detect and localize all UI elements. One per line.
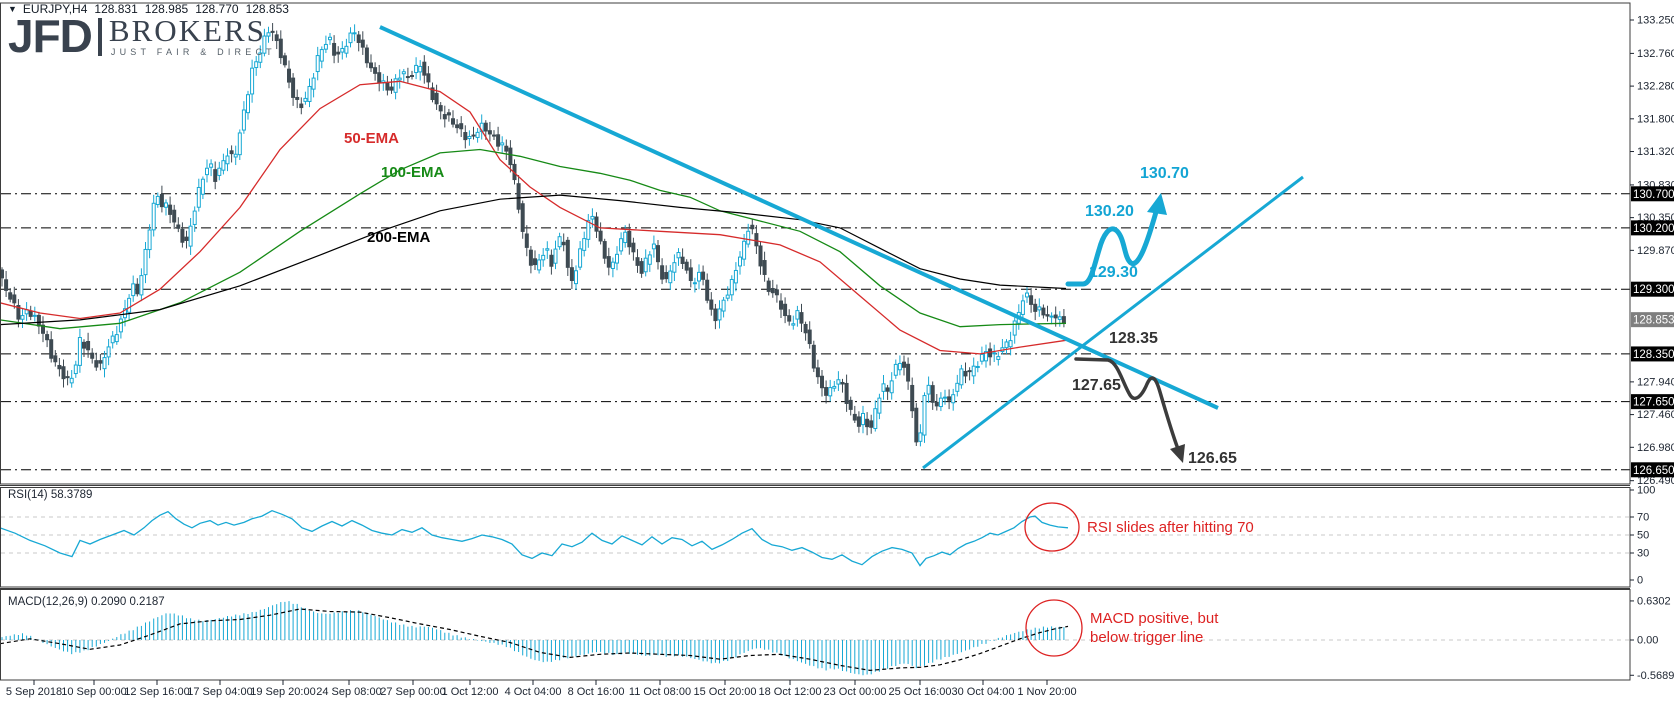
svg-text:129.870: 129.870 — [1637, 245, 1674, 257]
svg-text:19 Sep 20:00: 19 Sep 20:00 — [250, 686, 315, 698]
ohlc-close: 128.853 — [245, 2, 289, 16]
svg-text:132.760: 132.760 — [1637, 48, 1674, 60]
svg-text:131.800: 131.800 — [1637, 113, 1674, 125]
svg-text:130.200: 130.200 — [1633, 223, 1674, 235]
macd-plot — [0, 599, 1083, 676]
logo-divider — [97, 18, 102, 56]
ascending-trendline — [922, 175, 1304, 470]
svg-text:50: 50 — [1637, 530, 1649, 542]
macd-signal-line — [0, 608, 1069, 672]
projection-level-label-129-30: 129.30 — [1089, 264, 1138, 281]
100-ema-label: 100-EMA — [381, 164, 445, 181]
svg-text:126.490: 126.490 — [1637, 475, 1674, 487]
svg-text:100: 100 — [1637, 485, 1655, 497]
indicator-gridlines — [1, 516, 1630, 641]
panel-borders — [0, 2, 1631, 681]
macd-annotation-text: MACD positive, but below trigger line — [1090, 609, 1218, 647]
svg-text:130.700: 130.700 — [1633, 189, 1674, 201]
rsi-highlight-circle — [1024, 502, 1080, 552]
support-resistance-lines — [1, 193, 1630, 471]
symbol-dropdown-icon[interactable]: ▼ — [8, 4, 17, 14]
svg-text:24 Sep 08:00: 24 Sep 08:00 — [316, 686, 381, 698]
svg-text:129.300: 129.300 — [1633, 284, 1674, 296]
svg-text:132.280: 132.280 — [1637, 81, 1674, 93]
svg-text:4 Oct 04:00: 4 Oct 04:00 — [505, 686, 562, 698]
svg-text:27 Sep 00:00: 27 Sep 00:00 — [380, 686, 445, 698]
svg-text:128.350: 128.350 — [1633, 349, 1674, 361]
chart-header: ▼ EURJPY,H4 128.831 128.985 128.770 128.853 — [8, 2, 296, 16]
svg-text:17 Sep 04:00: 17 Sep 04:00 — [187, 686, 252, 698]
svg-text:8 Oct 16:00: 8 Oct 16:00 — [568, 686, 625, 698]
200-ema-label: 200-EMA — [367, 229, 431, 246]
svg-text:25 Oct 16:00: 25 Oct 16:00 — [889, 686, 952, 698]
svg-text:0: 0 — [1637, 575, 1643, 587]
rsi-annotation-text: RSI slides after hitting 70 — [1087, 519, 1254, 536]
price-axis: 133.250132.760132.280131.800131.320130.8… — [1630, 15, 1674, 682]
rsi-line — [0, 509, 1069, 567]
svg-text:126.650: 126.650 — [1633, 465, 1674, 477]
symbol-timeframe-label: EURJPY,H4 — [22, 2, 88, 16]
logo-tagline: JUST FAIR & DIRECT — [110, 47, 276, 57]
rsi-indicator-label: RSI(14) 58.3789 — [8, 489, 93, 501]
svg-text:30 Oct 04:00: 30 Oct 04:00 — [952, 686, 1015, 698]
svg-text:1 Oct 12:00: 1 Oct 12:00 — [442, 686, 499, 698]
projection-level-label-130-20: 130.20 — [1085, 203, 1134, 220]
ohlc-low: 128.770 — [195, 2, 239, 16]
svg-text:131.320: 131.320 — [1637, 146, 1674, 158]
macd-annotation-line1: MACD positive, but — [1090, 610, 1219, 627]
trendlines — [379, 25, 1304, 470]
logo-brokers-text: BROKERS — [108, 13, 266, 48]
svg-text:23 Oct 00:00: 23 Oct 00:00 — [824, 686, 887, 698]
projection-level-label-127-65: 127.65 — [1072, 377, 1121, 394]
bullish-projection-arrow-head — [1147, 193, 1167, 215]
svg-text:128.853: 128.853 — [1633, 315, 1674, 327]
projection-level-label-130-70: 130.70 — [1140, 165, 1189, 182]
200-ema-line — [0, 194, 1067, 326]
svg-text:30: 30 — [1637, 548, 1649, 560]
svg-text:-0.5689: -0.5689 — [1637, 670, 1674, 682]
50-ema-line — [0, 80, 1067, 355]
svg-text:11 Oct 08:00: 11 Oct 08:00 — [629, 686, 691, 698]
ohlc-high: 128.985 — [144, 2, 189, 16]
svg-text:126.980: 126.980 — [1637, 442, 1674, 454]
svg-text:15 Oct 20:00: 15 Oct 20:00 — [694, 686, 757, 698]
broker-logo: JFD BROKERS JUST FAIR & DIRECT — [8, 10, 276, 62]
50-ema-label: 50-EMA — [344, 130, 400, 147]
projection-level-label-126-65: 126.65 — [1188, 450, 1237, 467]
bullish-projection-arrow — [1065, 209, 1159, 287]
svg-text:0.6302: 0.6302 — [1637, 595, 1671, 607]
svg-text:127.650: 127.650 — [1633, 397, 1674, 409]
descending-trendline — [379, 25, 1219, 410]
macd-annotation-line2: below trigger line — [1090, 629, 1204, 646]
bearish-projection-arrow — [1074, 357, 1180, 451]
ema-lines — [0, 80, 1067, 355]
macd-highlight-circle — [1025, 599, 1083, 657]
rsi-plot — [0, 502, 1080, 567]
svg-text:70: 70 — [1637, 512, 1649, 524]
price-badges: 130.700 130.200 129.300 128.350 127.650 126.6… — [1631, 186, 1674, 478]
svg-text:18 Oct 12:00: 18 Oct 12:00 — [759, 686, 822, 698]
bearish-projection-arrow-head — [1170, 444, 1185, 463]
candles-layer — [0, 23, 1066, 447]
100-ema-line — [0, 148, 1067, 330]
projection-level-label-128-35: 128.35 — [1109, 330, 1158, 347]
projection-arrows — [1065, 193, 1185, 463]
macd-indicator-label: MACD(12,26,9) 0.2090 0.2187 — [8, 596, 165, 608]
svg-text:10 Sep 00:00: 10 Sep 00:00 — [61, 686, 126, 698]
svg-text:127.460: 127.460 — [1637, 409, 1674, 421]
svg-text:133.250: 133.250 — [1637, 15, 1674, 27]
svg-text:127.940: 127.940 — [1637, 376, 1674, 388]
svg-text:5 Sep 2018: 5 Sep 2018 — [6, 686, 62, 698]
svg-text:1 Nov 20:00: 1 Nov 20:00 — [1017, 686, 1076, 698]
logo-jfd-text: JFD — [8, 10, 93, 62]
svg-text:0.00: 0.00 — [1637, 635, 1658, 647]
svg-text:12 Sep 16:00: 12 Sep 16:00 — [124, 686, 189, 698]
ohlc-open: 128.831 — [94, 2, 138, 16]
